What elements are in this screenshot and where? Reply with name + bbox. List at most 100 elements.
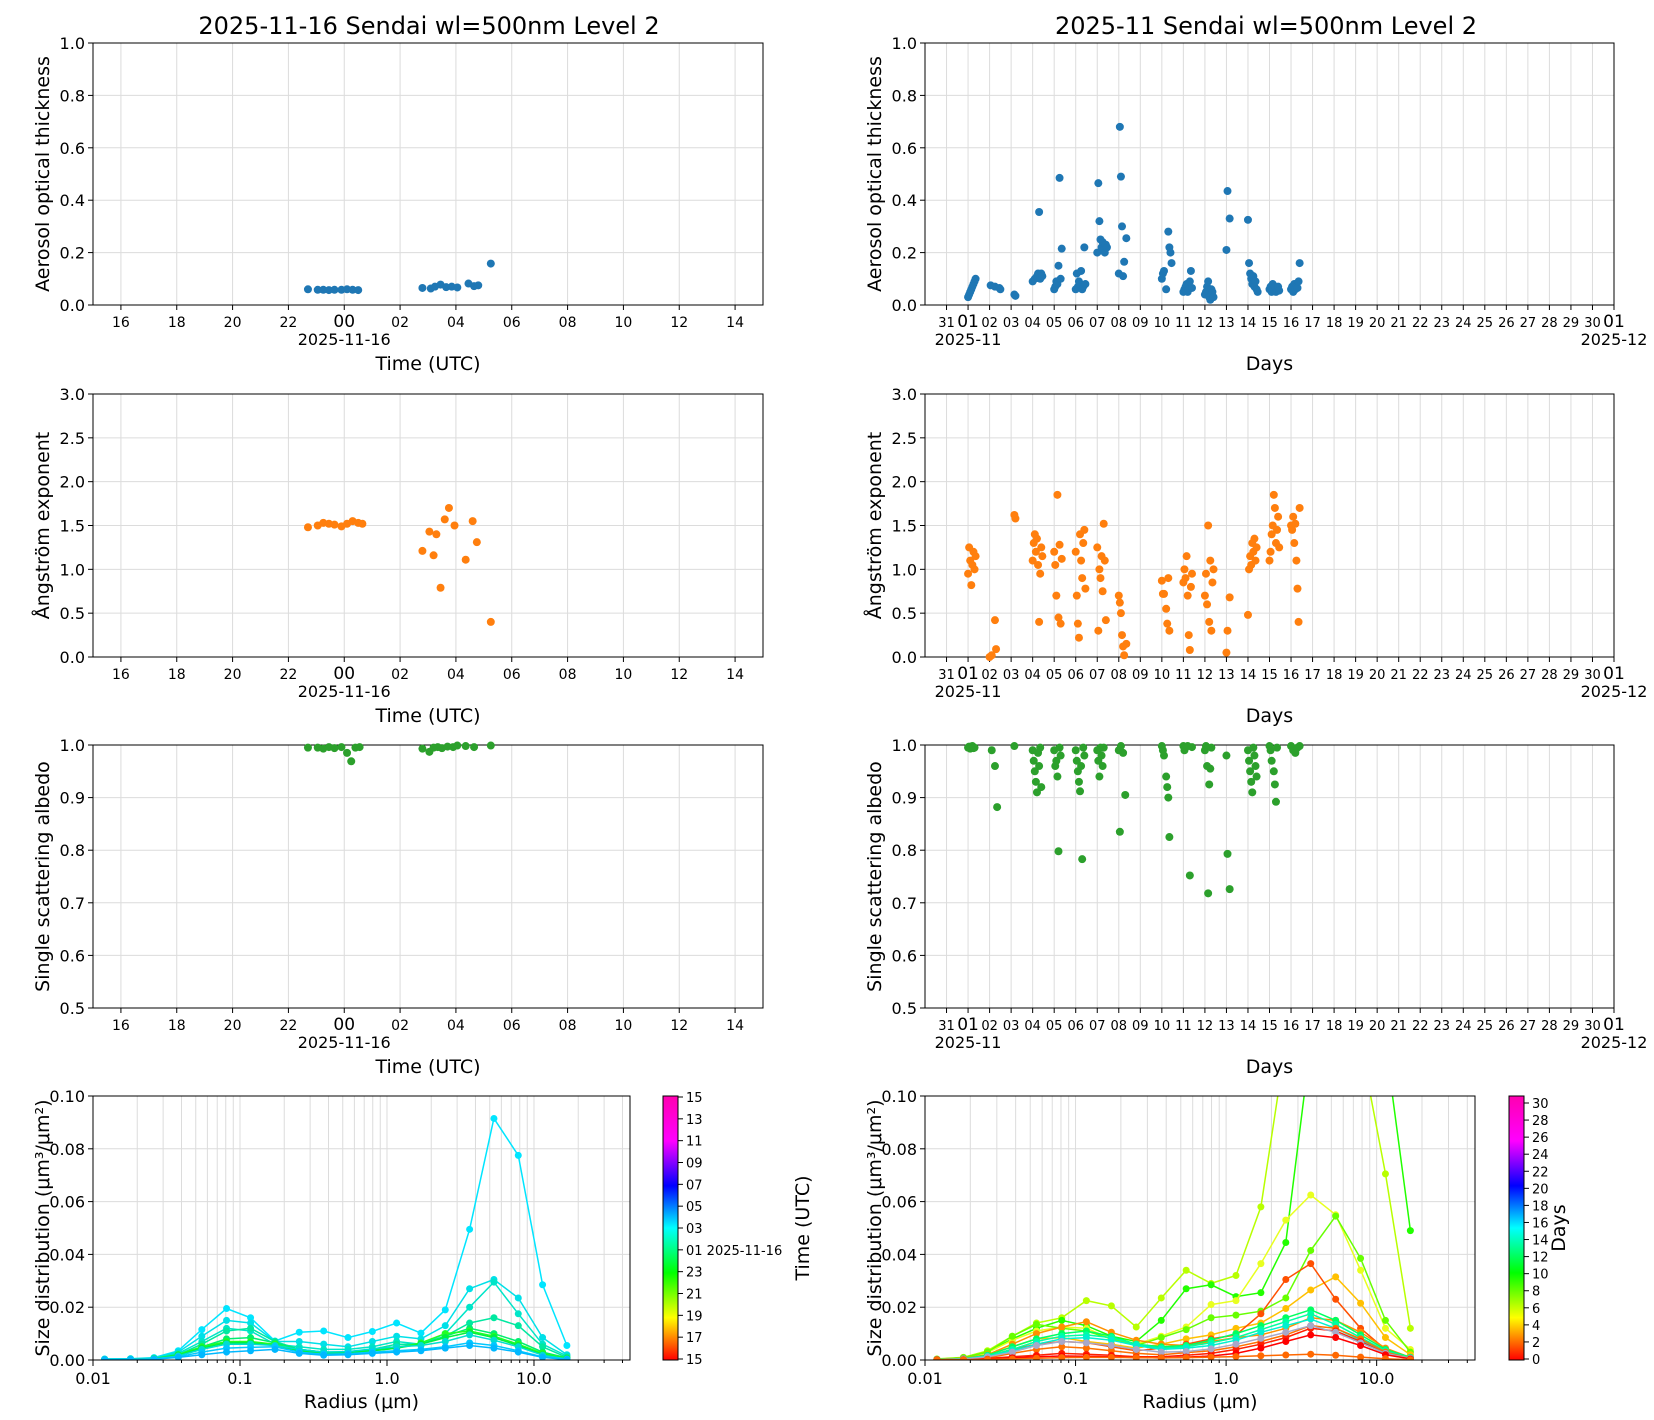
x-tick-label: 06	[1067, 316, 1084, 331]
series-point	[1132, 1345, 1140, 1353]
data-point	[1182, 552, 1191, 561]
x-tick-label: 10.0	[516, 1369, 552, 1388]
data-point	[1054, 613, 1063, 622]
data-point	[1291, 519, 1300, 528]
axes-frame	[924, 42, 1615, 306]
series-point	[539, 1281, 547, 1289]
series-group	[933, 1040, 1414, 1360]
colorbar-tick-label: 15	[686, 1091, 703, 1106]
series-point	[1207, 1301, 1215, 1309]
x-tick-label: 22	[280, 667, 298, 683]
x-tick-label: 08	[559, 1018, 577, 1034]
series-point	[1307, 1286, 1315, 1294]
series-line	[936, 1096, 1412, 1360]
data-point	[432, 530, 441, 539]
x-axis-label: Time (UTC)	[374, 705, 480, 727]
y-tick-label: 0.5	[892, 604, 917, 623]
series-point	[1008, 1348, 1016, 1356]
data-point	[1167, 259, 1176, 268]
series-point	[1282, 1338, 1290, 1346]
left-figure-title: 2025-11-16 Sendai wl=500nm Level 2	[198, 12, 659, 40]
data-point	[1119, 748, 1128, 757]
data-point	[1163, 619, 1172, 628]
data-point	[1266, 547, 1275, 556]
data-point	[1251, 277, 1260, 286]
x-tick-label: 14	[726, 315, 744, 331]
x-tick-label: 23	[1433, 668, 1450, 683]
data-point	[330, 285, 339, 294]
series-point	[393, 1319, 401, 1327]
y-tick-label: 0.5	[892, 999, 917, 1018]
y-tick-label: 0.00	[49, 1351, 85, 1370]
data-point	[1115, 827, 1124, 836]
data-point	[970, 743, 979, 752]
x-tick-label: 18	[1326, 1019, 1343, 1034]
series-point	[1381, 1316, 1389, 1324]
series-point	[490, 1336, 498, 1344]
series-point	[1008, 1332, 1016, 1340]
data-point	[1080, 751, 1089, 760]
data-point	[1205, 780, 1214, 789]
colorbar-tick-label: 2	[1532, 1336, 1540, 1351]
data-point	[1185, 871, 1194, 880]
data-point	[1209, 293, 1218, 302]
x-tick-label: 07	[1089, 1019, 1106, 1034]
series-point	[441, 1338, 449, 1346]
series-point	[1058, 1343, 1066, 1351]
x-tick-label: 16	[112, 315, 130, 331]
data-point	[1055, 540, 1064, 549]
data-point	[1165, 626, 1174, 635]
y-axis-label: Ångström exponent	[863, 432, 886, 620]
x-tick-label: 29	[1563, 316, 1580, 331]
x-tick-label: 00	[333, 664, 355, 684]
x-tick-label: 15	[1261, 316, 1278, 331]
data-point	[1099, 743, 1108, 752]
data-point	[1055, 743, 1064, 752]
data-point	[1078, 855, 1087, 864]
series-point	[1307, 1260, 1315, 1268]
x-tick-label: 14	[726, 667, 744, 683]
x-tick-label: 03	[1003, 668, 1020, 683]
x-tick-label: 0.01	[907, 1369, 943, 1388]
series-point	[1282, 1040, 1289, 1047]
series-point	[1132, 1323, 1140, 1331]
series-point	[1307, 1331, 1315, 1339]
data-point	[992, 645, 1001, 654]
data-point	[1295, 259, 1304, 268]
series-point	[1282, 1351, 1290, 1359]
data-point	[1120, 257, 1129, 266]
series-point	[1257, 1289, 1265, 1297]
x-tick-label: 12	[670, 315, 688, 331]
series-line	[936, 1096, 1412, 1360]
data-point	[1102, 243, 1111, 252]
data-point	[1054, 261, 1063, 270]
data-point	[1290, 539, 1299, 548]
data-point	[1034, 560, 1043, 569]
x-tick-label: 08	[559, 667, 577, 683]
y-tick-label: 2.5	[892, 429, 917, 448]
y-tick-label: 1.0	[892, 736, 917, 755]
colorbar-tick-label: 07	[686, 1178, 703, 1193]
series-point	[1207, 1281, 1215, 1289]
data-point	[1029, 756, 1038, 765]
x-tick-label: 23	[1433, 1019, 1450, 1034]
x-tick-label: 21	[1390, 316, 1407, 331]
x-tick-label: 13	[1218, 1019, 1235, 1034]
series-point	[271, 1345, 279, 1353]
series-point	[539, 1343, 547, 1351]
data-point	[1037, 783, 1046, 792]
series-point	[1032, 1320, 1040, 1328]
series-point	[1406, 1356, 1414, 1360]
data-point	[1055, 173, 1064, 182]
data-point	[1252, 543, 1261, 552]
series-point	[1332, 1328, 1340, 1336]
data-point	[1159, 266, 1168, 275]
data-point	[967, 581, 976, 590]
data-point	[971, 274, 980, 283]
x-tick-label: 15	[1261, 668, 1278, 683]
x-tick-label: 08	[1111, 316, 1128, 331]
x-tick-label: 01	[1603, 1015, 1625, 1035]
series-point	[1082, 1318, 1090, 1326]
data-point	[355, 743, 364, 752]
data-point	[1289, 512, 1298, 521]
